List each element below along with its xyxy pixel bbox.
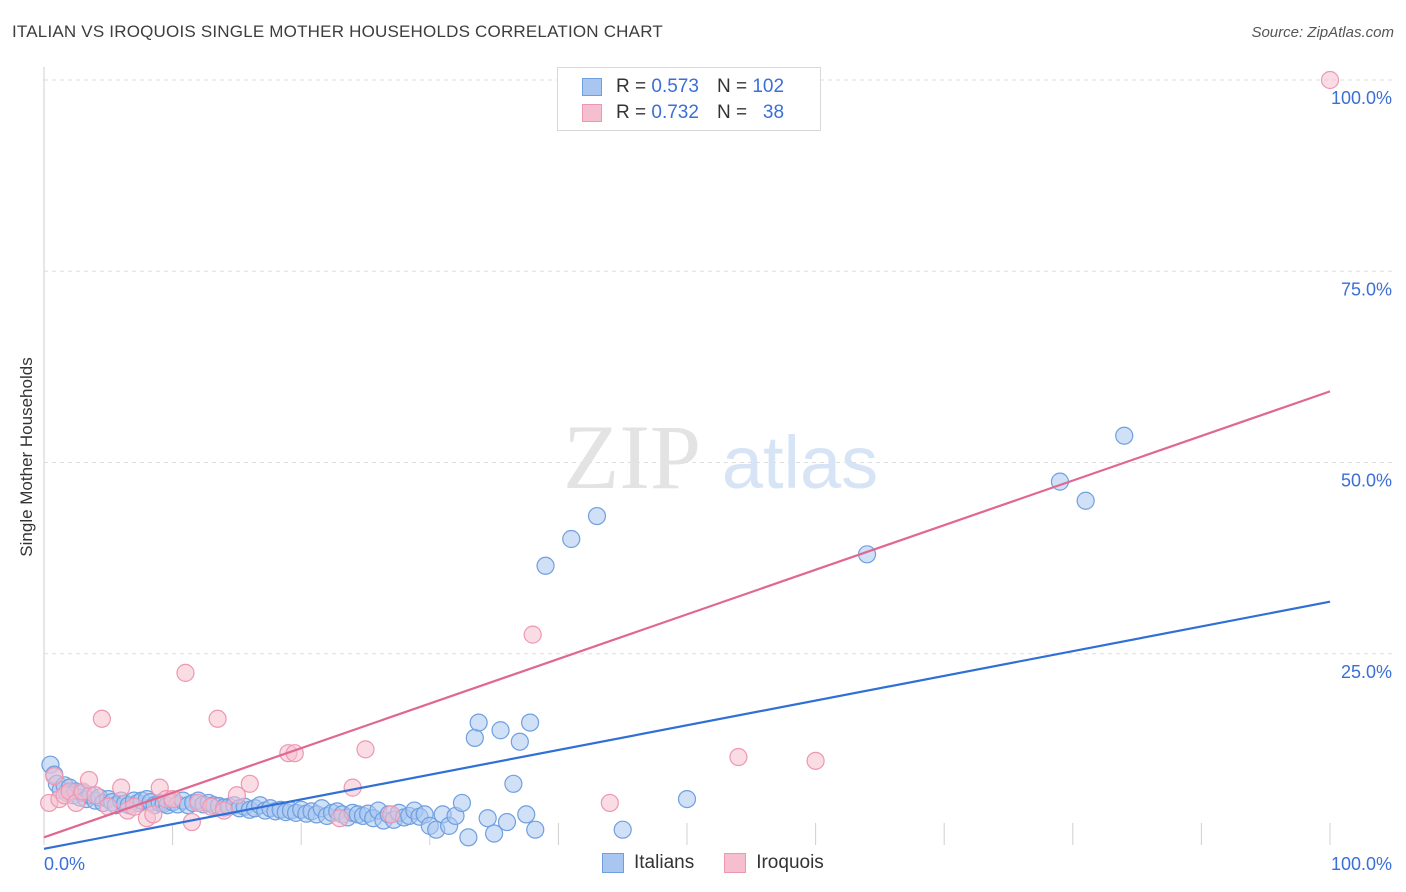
legend-r-label: R =	[616, 102, 647, 123]
y-tick-label: 75.0%	[1341, 279, 1392, 299]
iroquois-point	[45, 767, 64, 786]
y-axis-label: Single Mother Households	[17, 357, 36, 557]
italians-point	[613, 820, 632, 839]
labels-layer: 25.0% 50.0% 75.0% 100.0% 0.0% 100.0%	[44, 88, 1392, 874]
italians-legend-label: Italians	[634, 852, 695, 873]
iroquois-point	[729, 747, 748, 767]
x-tick-label: 100.0%	[1331, 854, 1392, 874]
grid-layer	[43, 67, 1392, 845]
italians-point	[485, 824, 504, 843]
y-tick-label: 100.0%	[1331, 88, 1392, 108]
italians-point	[562, 529, 581, 549]
iroquois-point	[214, 801, 234, 820]
iroquois-point	[523, 625, 542, 644]
iroquois-swatch	[582, 104, 602, 122]
iroquois-point	[227, 786, 246, 805]
iroquois-point	[79, 770, 99, 790]
trend-layer	[43, 390, 1331, 850]
iroquois-point	[86, 786, 105, 805]
iroquois-point	[356, 740, 375, 759]
italians-trend-line	[43, 600, 1331, 850]
italians-point	[587, 506, 607, 526]
correlation-legend: R = 0.573 N = 102 R = 0.732 N = 38	[557, 67, 821, 131]
legend-r-value: 0.732	[651, 102, 699, 123]
legend-r-label: R =	[616, 76, 647, 97]
y-tick-label: 50.0%	[1341, 471, 1392, 491]
x-tick-label: 0.0%	[44, 854, 85, 874]
legend-item-italians: Italians	[602, 852, 694, 874]
iroquois-point	[330, 809, 349, 828]
legend-n-label: N =	[716, 102, 748, 123]
iroquois-point	[1320, 70, 1340, 90]
italians-point	[504, 774, 523, 793]
italians-point	[497, 812, 517, 832]
italians-point	[1115, 426, 1134, 445]
iroquois-point	[806, 751, 825, 770]
iroquois-point	[600, 793, 619, 813]
iroquois-legend-swatch	[724, 853, 747, 873]
iroquois-point	[208, 709, 227, 728]
legend-n-label: N =	[716, 76, 748, 97]
italians-point	[478, 809, 497, 828]
iroquois-point	[240, 774, 259, 793]
legend-row-iroquois: R = 0.732 N = 38	[582, 101, 784, 125]
legend-n-value: 38	[762, 102, 785, 123]
italians-point	[452, 793, 472, 813]
iroquois-point	[382, 805, 401, 824]
italians-point	[491, 721, 510, 740]
source-label: Source: ZipAtlas.com	[1251, 24, 1394, 41]
italians-swatch	[582, 78, 602, 96]
italians-point	[517, 805, 536, 824]
legend-row-italians: R = 0.573 N = 102	[582, 75, 784, 99]
legend-n-value: 102	[752, 76, 785, 97]
italians-point	[510, 732, 529, 751]
italians-legend-swatch	[602, 853, 624, 873]
iroquois-point	[176, 663, 195, 682]
italians-point	[469, 713, 488, 732]
watermark-atlas: atlas	[722, 421, 878, 504]
italians-point	[465, 728, 484, 748]
watermark: ZIP atlas	[563, 406, 878, 508]
italians-point	[459, 828, 478, 847]
chart-title: ITALIAN VS IROQUOIS SINGLE MOTHER HOUSEH…	[12, 22, 663, 41]
points-layer	[40, 70, 1340, 847]
italians-point	[526, 820, 545, 839]
y-tick-label: 25.0%	[1341, 662, 1392, 682]
italians-point	[1076, 491, 1095, 510]
series-legend: Italians Iroquois	[602, 852, 854, 874]
iroquois-point	[144, 805, 163, 824]
italians-point	[677, 789, 697, 809]
legend-item-iroquois: Iroquois	[724, 852, 824, 874]
iroquois-legend-label: Iroquois	[756, 852, 824, 873]
iroquois-point	[112, 778, 131, 797]
watermark-zip: ZIP	[563, 406, 701, 508]
italians-point	[521, 713, 540, 732]
italians-point	[536, 556, 555, 575]
iroquois-point	[92, 709, 111, 728]
legend-r-value: 0.573	[651, 76, 699, 97]
iroquois-trend-line	[43, 390, 1331, 839]
